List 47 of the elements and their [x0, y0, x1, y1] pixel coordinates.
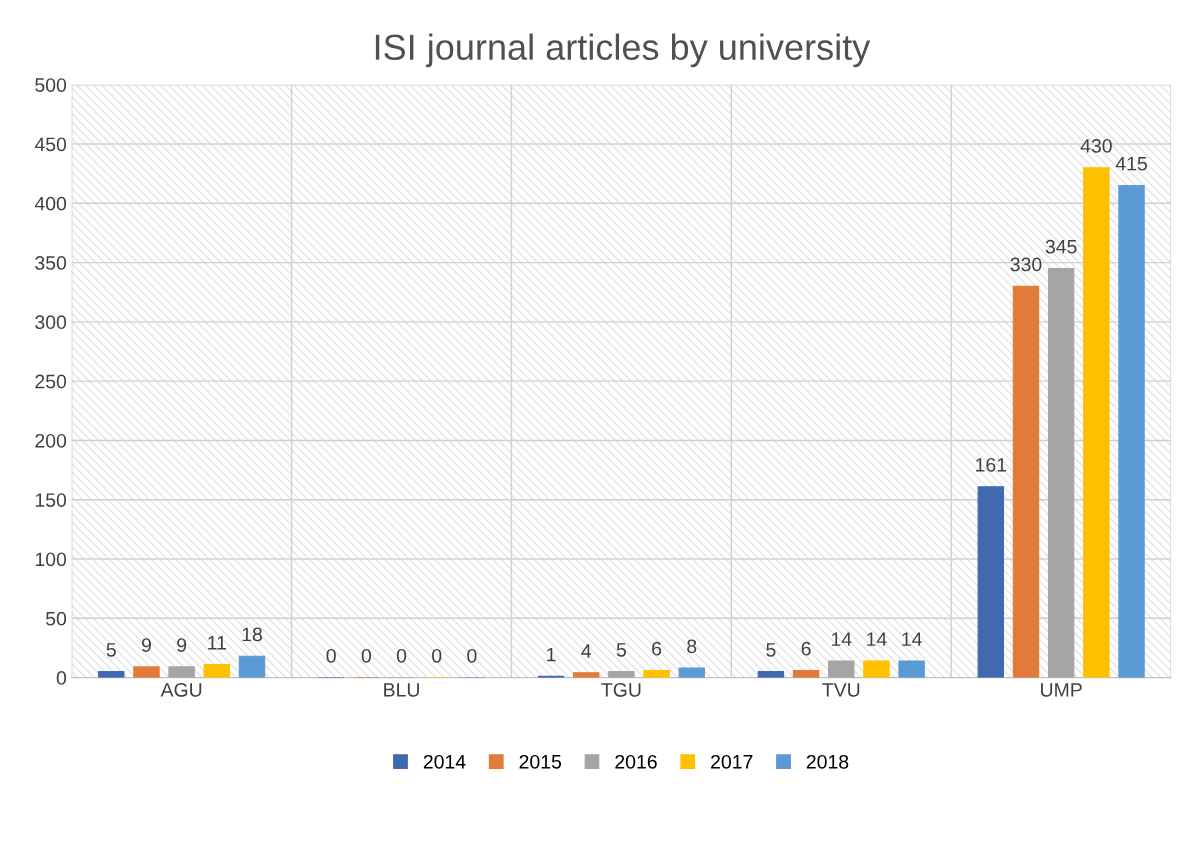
legend-label: 2015: [519, 754, 562, 769]
data-label: 14: [831, 632, 852, 646]
x-tick-label: TVU: [822, 683, 860, 697]
y-tick-label: 500: [35, 78, 67, 92]
data-label: 18: [242, 627, 262, 642]
data-label: 6: [652, 641, 662, 656]
data-label: 430: [1080, 138, 1112, 153]
data-label: 330: [1010, 257, 1042, 272]
y-tick-label: 300: [35, 315, 67, 330]
x-tick-label: TGU: [601, 682, 641, 697]
data-label: 0: [467, 648, 477, 663]
x-tick-label: AGU: [160, 682, 202, 697]
y-tick-label: 200: [35, 433, 67, 448]
data-label: 9: [177, 638, 187, 652]
data-label: 9: [141, 638, 151, 652]
y-tick-label: 50: [45, 611, 67, 626]
data-label: 14: [902, 632, 922, 646]
data-label: 1: [547, 647, 556, 662]
data-label: 5: [766, 643, 776, 657]
data-label: 415: [1115, 156, 1147, 171]
data-label: 5: [106, 643, 116, 657]
data-label: 14: [867, 632, 887, 646]
data-label: 6: [801, 641, 811, 656]
data-label: 11: [208, 636, 226, 650]
chart-title: ISI journal articles by university: [375, 33, 871, 68]
data-label: 0: [396, 648, 407, 663]
y-tick-label: 250: [35, 374, 67, 389]
y-tick-label: 350: [35, 256, 67, 270]
legend-label: 2017: [711, 754, 753, 769]
data-label: 0: [361, 648, 371, 663]
x-tick-label: BLU: [384, 683, 419, 697]
y-tick-label: 450: [34, 137, 67, 152]
y-tick-label: 100: [35, 552, 67, 567]
data-label: 161: [976, 457, 1007, 472]
legend-label: 2018: [806, 754, 849, 769]
y-tick-label: 400: [34, 196, 67, 211]
y-tick-label: 0: [56, 671, 67, 685]
data-label: 345: [1045, 239, 1077, 254]
data-label: 4: [581, 644, 592, 658]
legend-label: 2016: [615, 754, 657, 769]
y-tick-label: 150: [35, 493, 67, 507]
legend-label: 2014: [423, 754, 466, 769]
x-tick-label: UMP: [1041, 683, 1082, 697]
data-label: 8: [687, 639, 697, 654]
data-label: 5: [616, 643, 626, 657]
data-label: 0: [326, 648, 336, 663]
data-label: 0: [432, 648, 442, 663]
